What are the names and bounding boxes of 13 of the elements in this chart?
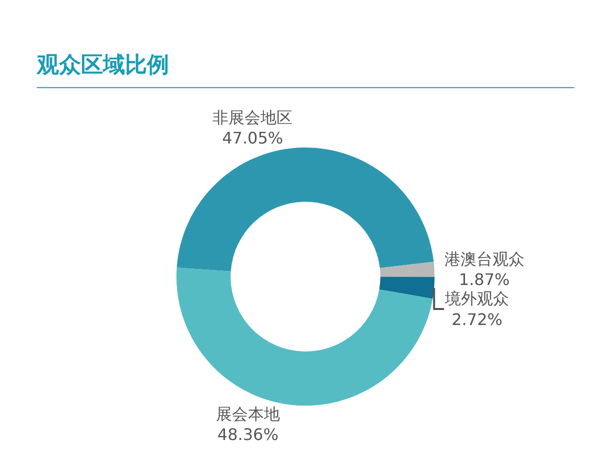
donut-slice — [379, 276, 435, 299]
chart-title: 观众区域比例 — [36, 53, 169, 78]
donut-slice — [380, 262, 435, 277]
data-label: 47.05% — [222, 128, 284, 148]
donut-slice — [176, 148, 434, 272]
data-label: 1.87% — [458, 270, 510, 290]
data-label: 48.36% — [217, 425, 278, 444]
slice-label: 展会本地 — [216, 404, 280, 424]
slice-label: 境外观众 — [444, 289, 510, 308]
data-label: 2.72% — [452, 310, 502, 329]
slice-label: 港澳台观众 — [444, 249, 524, 268]
slice-label: 非展会地区 — [212, 108, 293, 127]
donut-slice — [176, 268, 433, 406]
